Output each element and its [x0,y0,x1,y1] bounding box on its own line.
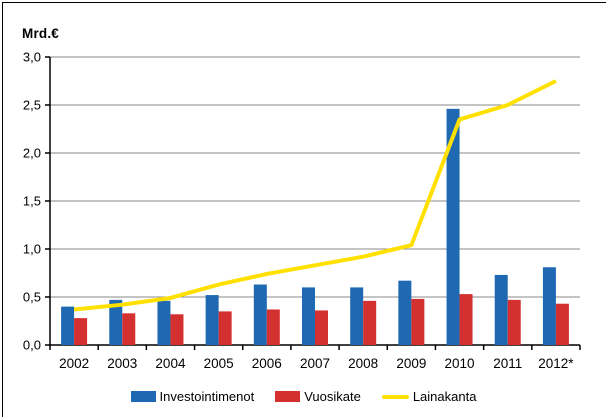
bar-investointimenot-2011 [494,274,508,345]
bar-vuosikate-2002 [74,318,88,345]
x-tick-label-2004: 2004 [155,356,186,371]
x-tick-label-2003: 2003 [107,356,137,371]
bar-investointimenot-2005 [205,295,219,345]
y-tick-label: 2,5 [23,98,41,113]
x-tick-label-2002: 2002 [59,356,89,371]
bar-investointimenot-2010 [446,108,460,345]
x-tick-label-2008: 2008 [348,356,378,371]
legend-label-lainakanta: Lainakanta [412,389,477,404]
legend-swatch-lainakanta-icon [381,394,409,399]
bar-vuosikate-2004 [170,314,184,345]
x-tick-label-2009: 2009 [396,356,426,371]
bar-investointimenot-2008 [350,287,364,345]
y-tick-label: 0,5 [23,290,41,305]
bar-vuosikate-2012* [555,303,569,345]
bar-vuosikate-2006 [266,309,280,345]
y-tick-label: 1,5 [23,194,41,209]
bar-investointimenot-2007 [302,287,315,345]
bar-investointimenot-2004 [157,300,171,345]
y-tick-label: 1,0 [23,242,41,257]
legend-label-investointimenot: Investointimenot [159,389,255,404]
x-tick-label-2012*: 2012* [538,356,574,371]
bar-vuosikate-2010 [459,294,473,345]
bar-investointimenot-2009 [398,280,412,345]
bar-vuosikate-2007 [315,310,328,345]
line-lainakanta [73,79,557,312]
bar-vuosikate-2011 [507,299,521,345]
legend-swatch-investointimenot-icon [130,391,156,402]
x-tick-label-2007: 2007 [300,356,330,371]
bar-investointimenot-2002 [61,306,75,345]
legend-entry-vuosikate: Vuosikate [275,389,361,404]
x-tick-label-2005: 2005 [204,356,234,371]
legend-entry-investointimenot: Investointimenot [130,389,255,404]
bar-vuosikate-2009 [411,298,425,345]
bar-investointimenot-2012* [542,267,556,345]
y-tick-label: 0,0 [23,338,41,353]
bar-investointimenot-2006 [253,284,267,345]
y-axis-unit-label: Mrd.€ [22,26,60,41]
bar-vuosikate-2008 [363,300,377,345]
legend-entry-lainakanta: Lainakanta [381,389,477,404]
bar-investointimenot-2003 [109,299,123,345]
y-tick-label: 2,0 [23,146,41,161]
x-tick-label-2010: 2010 [445,356,475,371]
bar-vuosikate-2005 [218,311,232,345]
y-tick-label: 3,0 [23,50,41,65]
x-tick-label-2011: 2011 [493,356,522,371]
legend-label-vuosikate: Vuosikate [304,389,361,404]
x-tick-label-2006: 2006 [252,356,282,371]
legend-swatch-vuosikate-icon [275,391,301,402]
bar-vuosikate-2003 [122,313,136,345]
legend: Investointimenot Vuosikate Lainakanta [0,389,607,404]
